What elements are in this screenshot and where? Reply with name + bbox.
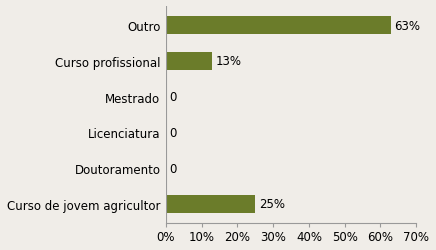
Bar: [166, 195, 255, 214]
Bar: [166, 17, 391, 35]
Text: 0: 0: [170, 126, 177, 139]
Bar: [166, 52, 212, 71]
Text: 0: 0: [170, 162, 177, 175]
Text: 63%: 63%: [395, 20, 421, 32]
Text: 0: 0: [170, 91, 177, 104]
Text: 13%: 13%: [216, 55, 242, 68]
Text: 25%: 25%: [259, 198, 285, 210]
